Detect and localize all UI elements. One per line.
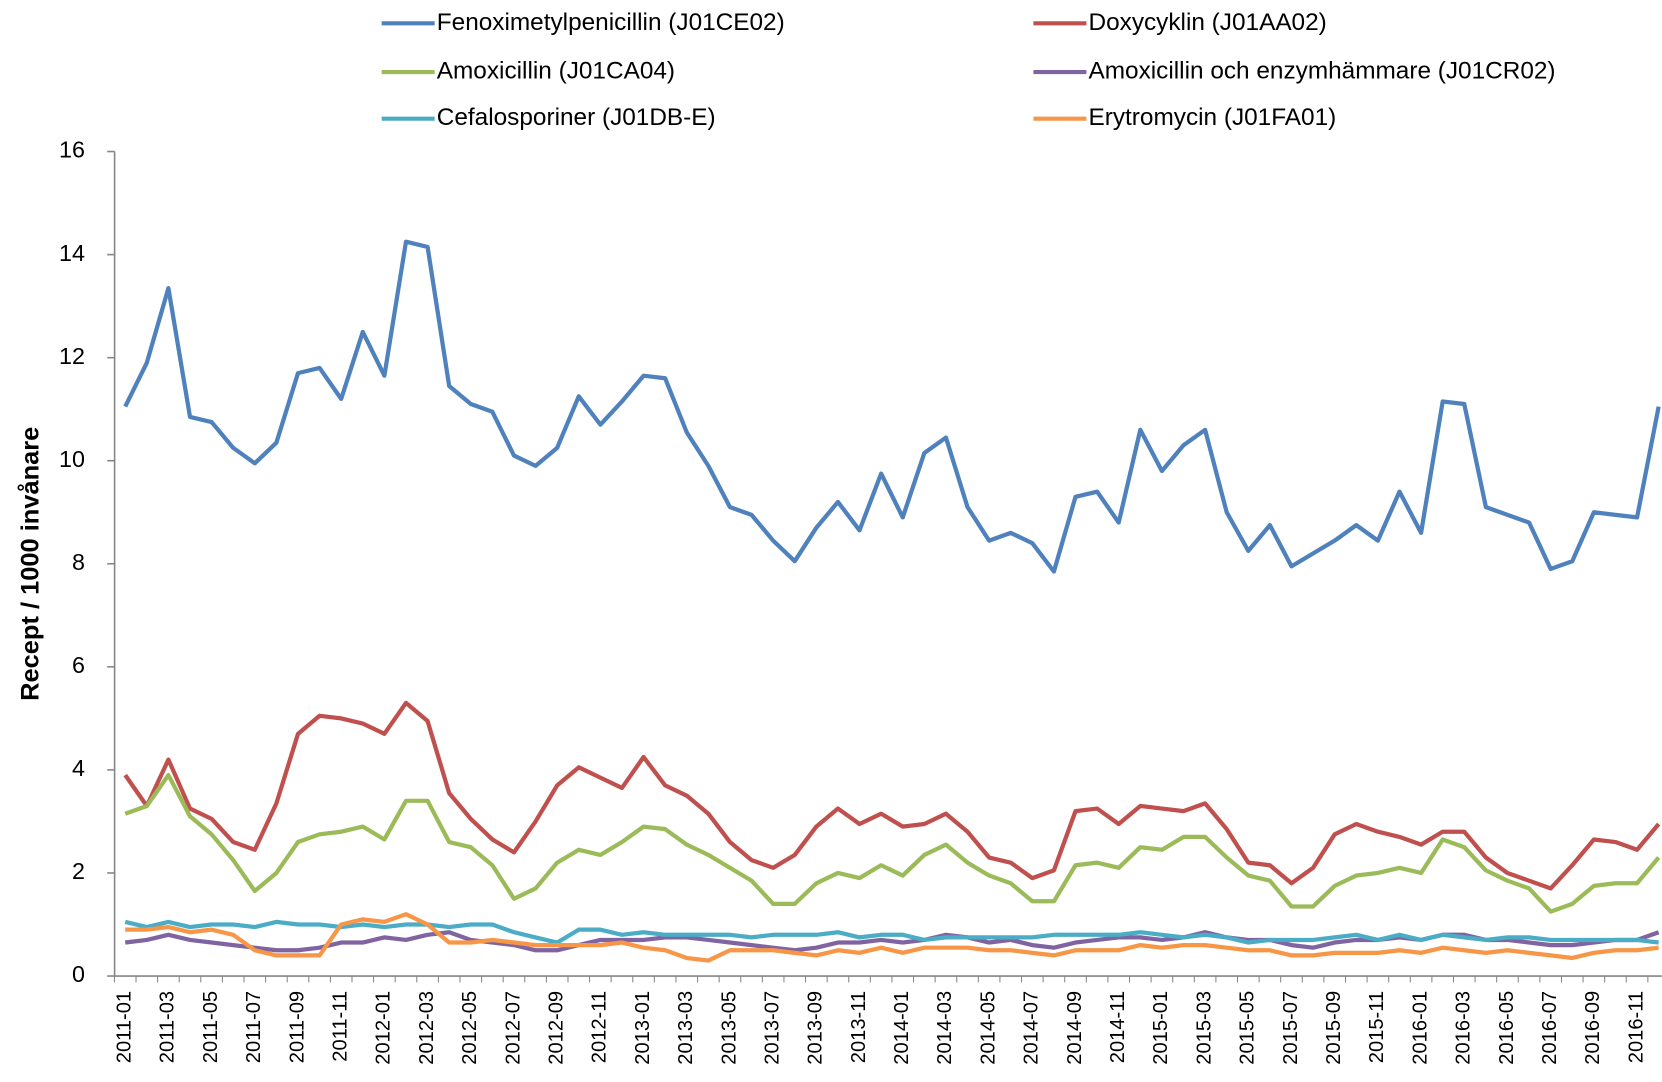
series-line — [125, 912, 1659, 963]
x-tick-label: 2011-03 — [157, 991, 179, 1063]
x-tick-label: 2015-09 — [1323, 991, 1345, 1065]
x-tick-label: 2015-01 — [1150, 991, 1172, 1065]
x-tick-label: 2014-11 — [1107, 991, 1129, 1063]
x-tick-label: 2014-05 — [977, 991, 999, 1065]
x-tick-label: 2015-11 — [1366, 991, 1388, 1063]
x-tick-label: 2011-05 — [200, 991, 222, 1063]
y-tick-label: 8 — [72, 549, 85, 575]
x-tick-label: 2016-01 — [1409, 991, 1431, 1065]
legend-label: Doxycyklin (J01AA02) — [1089, 9, 1327, 36]
x-tick-label: 2012-09 — [545, 991, 567, 1065]
legend-label: Fenoximetylpenicillin (J01CE02) — [437, 9, 785, 36]
x-tick-label: 2013-05 — [718, 991, 740, 1065]
x-tick-label: 2016-09 — [1582, 991, 1604, 1065]
x-tick-label: 2012-07 — [502, 991, 524, 1065]
x-tick-label: 2016-07 — [1539, 991, 1561, 1065]
legend-label: Amoxicillin och enzymhämmare (J01CR02) — [1089, 58, 1556, 85]
x-tick-label: 2013-09 — [805, 991, 827, 1065]
x-tick-label: 2013-03 — [675, 991, 697, 1065]
x-tick-label: 2013-01 — [632, 991, 654, 1065]
y-tick-label: 2 — [72, 858, 85, 884]
x-tick-label: 2016-03 — [1453, 991, 1475, 1065]
x-tick-label: 2014-09 — [1064, 991, 1086, 1065]
legend-label: Amoxicillin (J01CA04) — [437, 58, 675, 85]
legend-label: Erytromycin (J01FA01) — [1089, 104, 1337, 131]
x-tick-label: 2012-01 — [373, 991, 395, 1065]
y-axis-label: Recept / 1000 invånare — [17, 427, 45, 701]
y-tick-label: 6 — [72, 652, 85, 678]
x-tick-label: 2013-07 — [761, 991, 783, 1065]
y-tick-label: 0 — [72, 961, 85, 987]
x-tick-label: 2011-09 — [286, 991, 308, 1063]
x-tick-label: 2014-01 — [891, 991, 913, 1065]
x-tick-label: 2015-03 — [1193, 991, 1215, 1065]
x-tick-label: 2012-11 — [589, 991, 611, 1063]
x-tick-label: 2016-11 — [1625, 991, 1647, 1063]
x-tick-label: 2014-03 — [934, 991, 956, 1065]
x-tick-label: 2011-07 — [243, 991, 265, 1063]
series-line — [123, 239, 1661, 574]
legend-label: Cefalosporiner (J01DB-E) — [437, 104, 716, 131]
series-line — [123, 700, 1661, 891]
x-tick-label: 2015-05 — [1237, 991, 1259, 1065]
x-tick-label: 2014-07 — [1021, 991, 1043, 1065]
x-tick-label: 2012-05 — [459, 991, 481, 1065]
series-line — [124, 772, 1661, 914]
y-tick-label: 14 — [59, 240, 85, 266]
x-tick-label: 2013-11 — [848, 991, 870, 1063]
x-tick-label: 2012-03 — [416, 991, 438, 1065]
y-tick-label: 10 — [59, 446, 85, 472]
x-tick-label: 2016-05 — [1496, 991, 1518, 1065]
x-tick-label: 2011-01 — [114, 991, 136, 1063]
y-tick-label: 16 — [59, 137, 85, 163]
y-tick-label: 12 — [59, 343, 85, 369]
y-tick-label: 4 — [72, 755, 85, 781]
x-tick-label: 2011-11 — [330, 991, 352, 1062]
x-tick-label: 2015-07 — [1280, 991, 1302, 1065]
series-line — [124, 919, 1659, 945]
